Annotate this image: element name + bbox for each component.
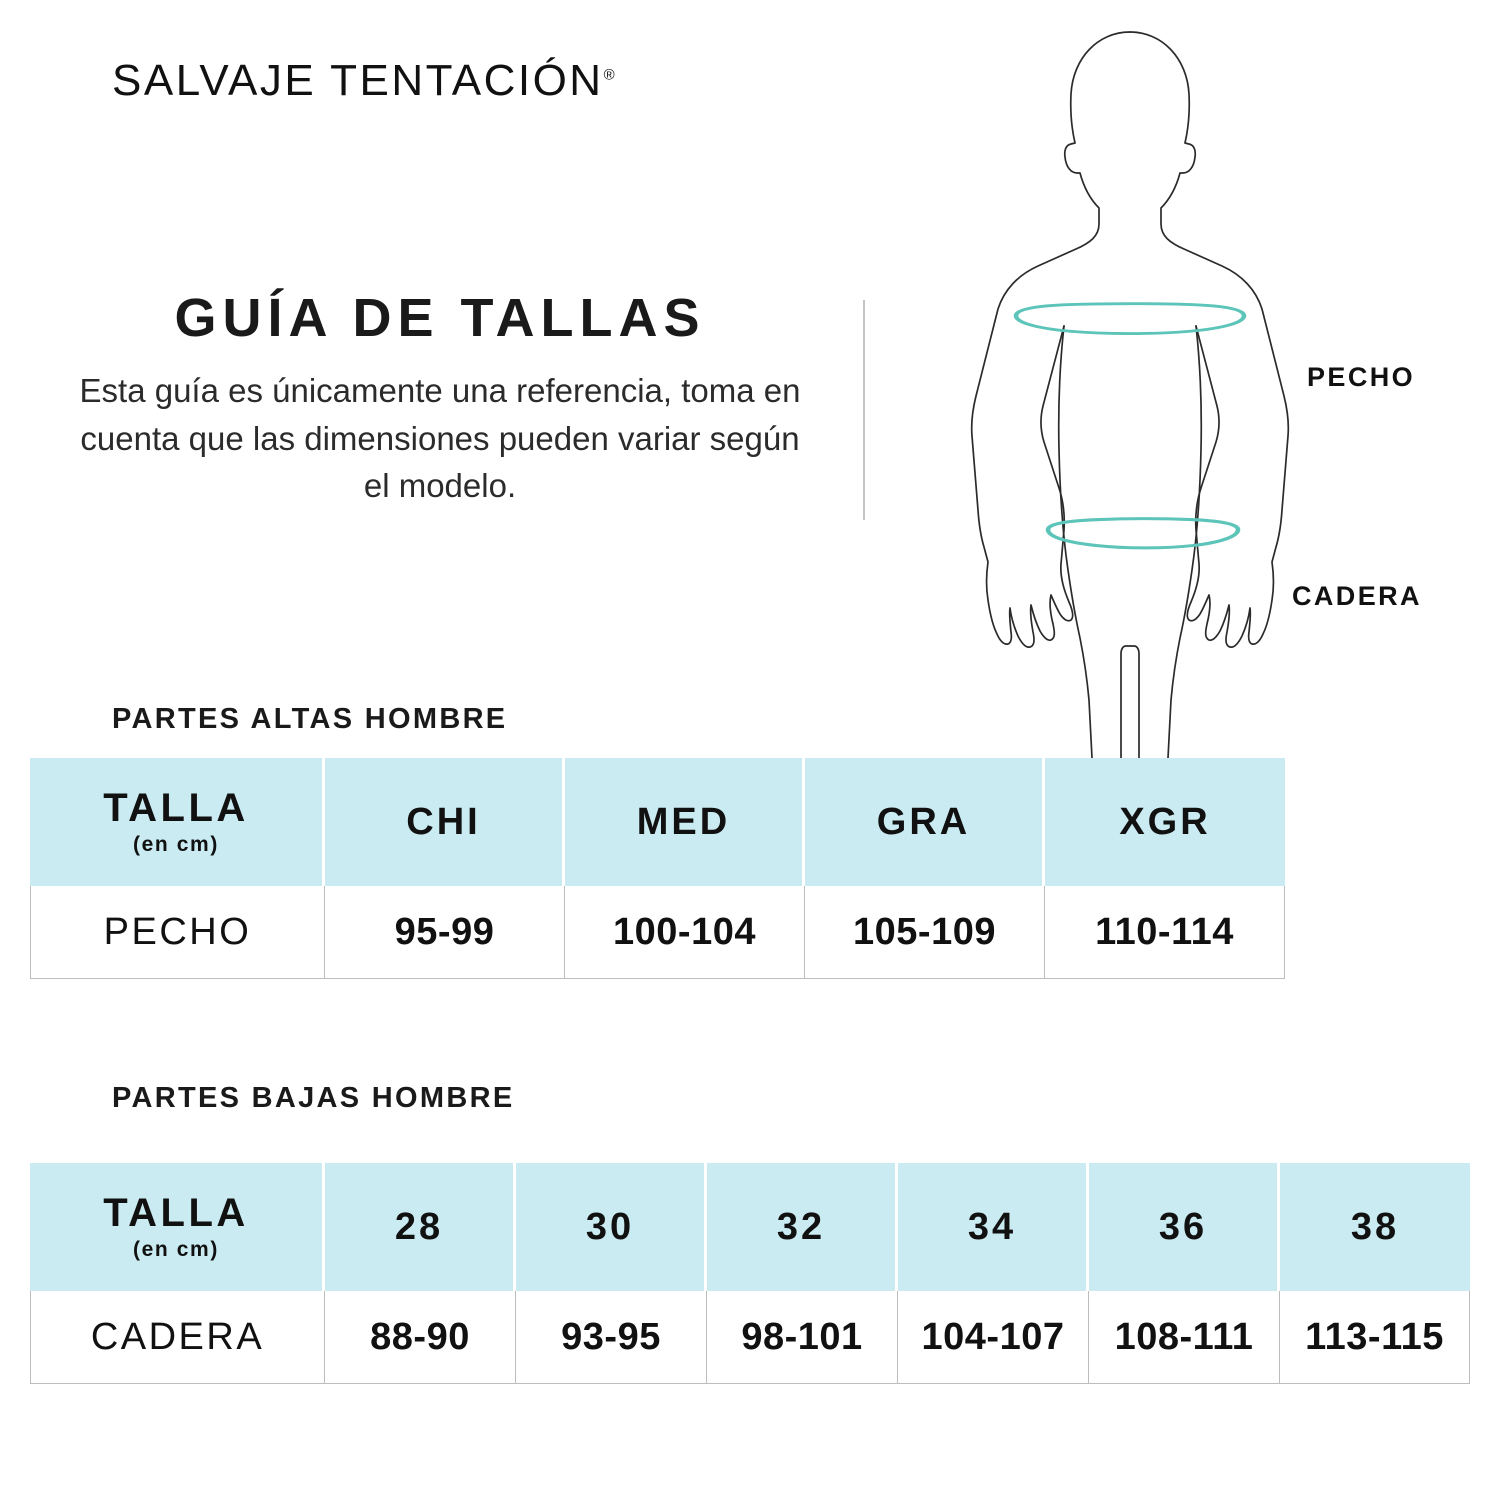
vertical-divider xyxy=(863,300,865,520)
table-row: PECHO 95-99 100-104 105-109 110-114 xyxy=(30,886,1285,979)
header-cell-size-5: 36 xyxy=(1089,1163,1280,1291)
header-cell-size-4: 34 xyxy=(898,1163,1089,1291)
figure-label-chest: PECHO xyxy=(1307,362,1416,392)
header-cell-size-3: GRA xyxy=(805,758,1045,886)
cell-cadera-36: 108-111 xyxy=(1089,1291,1280,1384)
header-talla-unit: (en cm) xyxy=(133,833,219,856)
cell-pecho-gra: 105-109 xyxy=(805,886,1045,979)
intro-description: Esta guía es únicamente una referencia, … xyxy=(79,371,801,505)
header-talla-label: TALLA xyxy=(103,1191,249,1235)
brand-name: SALVAJE TENTACIÓN xyxy=(112,56,604,105)
row-label-pecho: PECHO xyxy=(30,886,325,979)
cell-cadera-28: 88-90 xyxy=(325,1291,516,1384)
page-title: GUÍA DE TALLAS xyxy=(174,288,706,348)
table-header-row: TALLA (en cm) CHI MED GRA XGR xyxy=(30,758,1285,886)
registered-trademark-icon: ® xyxy=(603,66,615,84)
figure-label-hip: CADERA xyxy=(1292,581,1422,611)
row-label-cadera: CADERA xyxy=(30,1291,325,1384)
header-talla-label: TALLA xyxy=(103,786,249,830)
cell-cadera-34: 104-107 xyxy=(898,1291,1089,1384)
header-cell-size-4: XGR xyxy=(1045,758,1285,886)
chest-measure-band xyxy=(1013,302,1247,335)
header-cell-size-1: 28 xyxy=(325,1163,516,1291)
header-cell-talla: TALLA (en cm) xyxy=(30,758,325,886)
section-caption-upper: PARTES ALTAS HOMBRE xyxy=(112,703,508,735)
header-cell-size-2: MED xyxy=(565,758,805,886)
table-header-row: TALLA (en cm) 28 30 32 34 36 38 xyxy=(30,1163,1470,1291)
cell-pecho-med: 100-104 xyxy=(565,886,805,979)
section-caption-lower: PARTES BAJAS HOMBRE xyxy=(112,1082,515,1114)
header-cell-size-2: 30 xyxy=(516,1163,707,1291)
header-cell-size-1: CHI xyxy=(325,758,565,886)
header-cell-talla: TALLA (en cm) xyxy=(30,1163,325,1291)
size-table-lower: TALLA (en cm) 28 30 32 34 36 38 CADERA 8… xyxy=(30,1163,1470,1384)
body-figure-illustration xyxy=(930,10,1330,770)
hip-measure-band xyxy=(1045,517,1241,550)
header-cell-size-3: 32 xyxy=(707,1163,898,1291)
intro-block: GUÍA DE TALLAS Esta guía es únicamente u… xyxy=(70,290,810,510)
cell-cadera-30: 93-95 xyxy=(516,1291,707,1384)
brand-logo: SALVAJE TENTACIÓN® xyxy=(112,56,615,106)
cell-pecho-chi: 95-99 xyxy=(325,886,565,979)
cell-cadera-32: 98-101 xyxy=(707,1291,898,1384)
cell-cadera-38: 113-115 xyxy=(1280,1291,1470,1384)
header-talla-unit: (en cm) xyxy=(133,1238,219,1261)
table-row: CADERA 88-90 93-95 98-101 104-107 108-11… xyxy=(30,1291,1470,1384)
size-table-upper: TALLA (en cm) CHI MED GRA XGR PECHO 95-9… xyxy=(30,758,1285,979)
header-cell-size-6: 38 xyxy=(1280,1163,1470,1291)
male-body-outline-icon xyxy=(970,31,1290,763)
cell-pecho-xgr: 110-114 xyxy=(1045,886,1285,979)
